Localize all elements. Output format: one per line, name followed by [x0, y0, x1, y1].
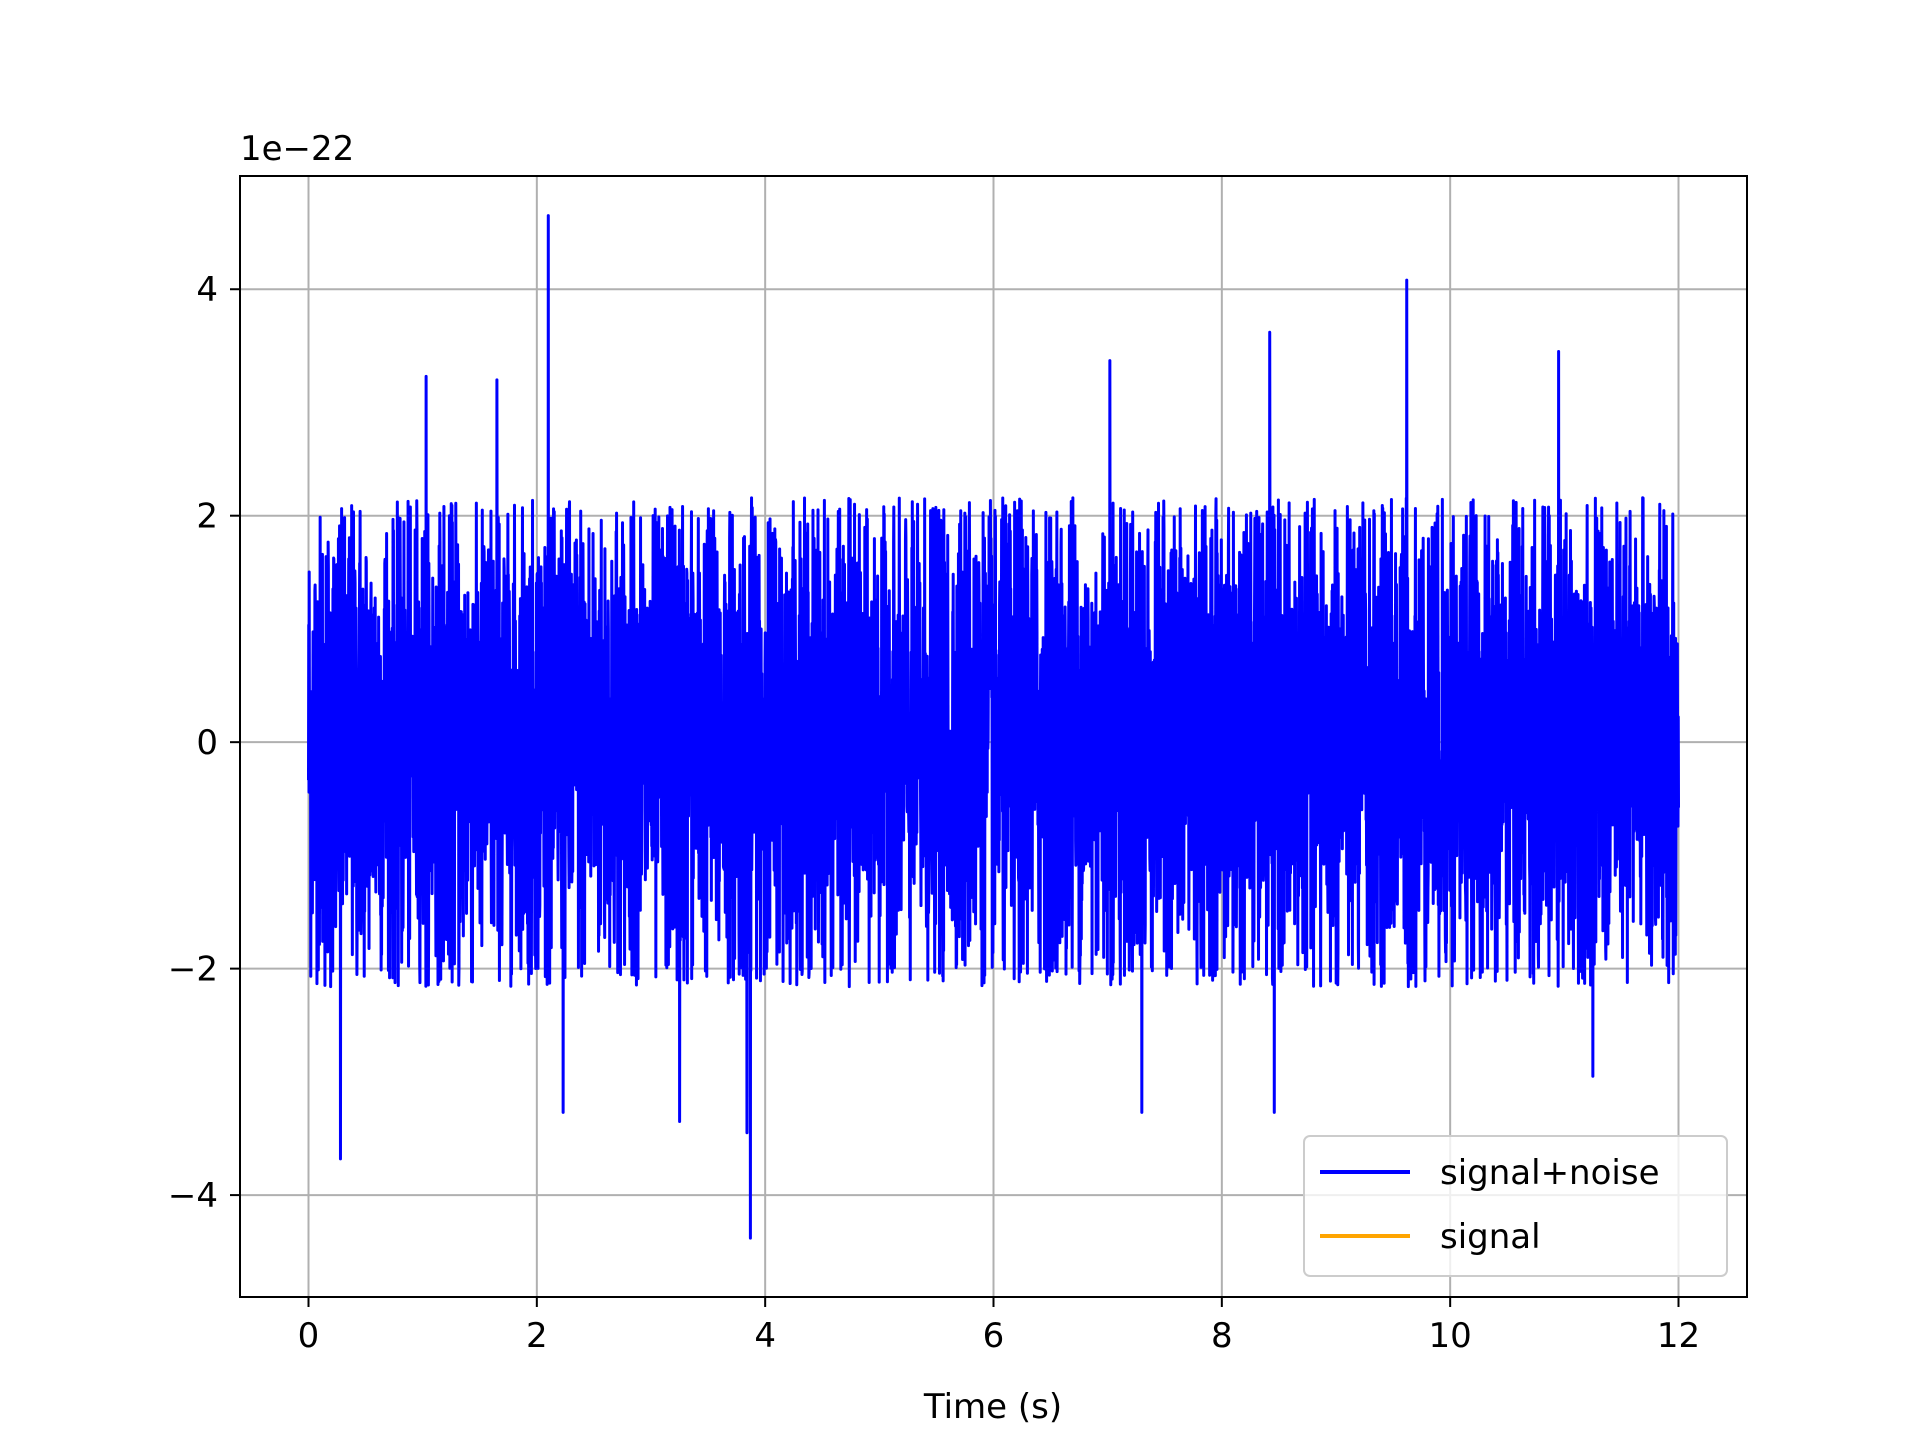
x-tick-label: 6: [983, 1316, 1005, 1356]
x-tick-label: 10: [1429, 1316, 1472, 1356]
x-tick-label: 4: [754, 1316, 776, 1356]
y-tick-label: 0: [196, 723, 218, 763]
y-tick-label: 2: [196, 497, 218, 537]
x-axis-label: Time (s): [923, 1387, 1062, 1427]
y-offset-label: 1e−22: [240, 129, 354, 169]
y-tick-label: 4: [196, 270, 218, 310]
y-tick-label: −4: [168, 1176, 218, 1216]
x-tick-label: 8: [1211, 1316, 1233, 1356]
legend: signal+noise signal: [1304, 1136, 1727, 1276]
y-tick-label: −2: [168, 950, 218, 990]
x-tick-label: 2: [526, 1316, 548, 1356]
x-tick-label: 12: [1657, 1316, 1700, 1356]
legend-label-signal-noise: signal+noise: [1440, 1153, 1660, 1193]
legend-label-signal: signal: [1440, 1217, 1541, 1257]
x-tick-label: 0: [298, 1316, 320, 1356]
